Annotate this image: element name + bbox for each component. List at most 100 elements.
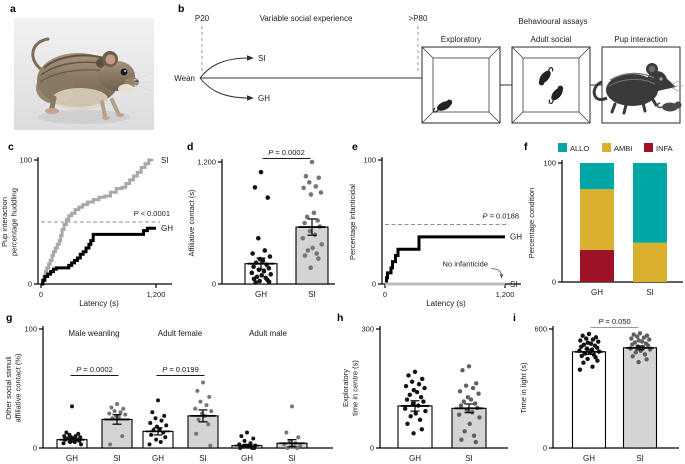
data-point: [413, 411, 418, 416]
data-point: [266, 265, 272, 271]
data-point: [641, 335, 647, 340]
data-point: [116, 415, 121, 420]
whisker: [133, 72, 154, 81]
pup-head: [674, 101, 682, 109]
adult-mouse-snout: [657, 76, 676, 91]
data-point: [239, 434, 244, 439]
data-point: [109, 405, 114, 410]
data-point: [642, 352, 648, 357]
data-point: [315, 218, 320, 223]
data-point: [198, 399, 203, 404]
data-point: [118, 410, 123, 415]
data-point: [410, 401, 416, 406]
data-point: [418, 395, 424, 400]
data-point: [308, 265, 313, 271]
legend-swatch-AMBI: [602, 143, 611, 152]
y-tick-label: 100: [24, 325, 37, 334]
y-axis-label: Pup interaction: [0, 197, 9, 247]
panel-letter-e: e: [352, 141, 358, 153]
x-axis-label: Latency (s): [426, 299, 466, 308]
mouse-tail: [31, 37, 50, 72]
data-point: [259, 273, 264, 278]
data-point: [193, 406, 198, 411]
adult-social-arena: [511, 46, 591, 124]
data-point: [580, 333, 585, 338]
data-point: [207, 394, 212, 399]
pup-interaction-box: [592, 46, 683, 124]
category-label: SI: [113, 454, 121, 463]
mouse-belly: [52, 88, 108, 110]
data-point: [242, 438, 247, 443]
y-tick-label: 0: [372, 280, 376, 289]
y-axis-label: Affiliative contact (s): [187, 189, 196, 256]
data-point: [267, 254, 273, 259]
data-point: [108, 442, 113, 447]
data-point: [308, 192, 314, 197]
data-point: [419, 427, 425, 432]
data-point: [298, 443, 303, 448]
x-tick-label: 1,200: [147, 290, 166, 299]
pup-tail: [656, 102, 663, 109]
data-point: [414, 389, 420, 395]
data-point: [154, 437, 159, 442]
adult-mouse-legs: [610, 96, 658, 115]
data-point: [194, 431, 199, 436]
category-label: SI: [646, 288, 654, 297]
data-point: [422, 385, 427, 391]
data-point: [159, 418, 164, 423]
series-label-GH: GH: [510, 233, 522, 242]
data-point: [456, 412, 462, 417]
chart-percentage-condition: ALLO AMBI INFA 0 100 Percentage condition GH SI: [527, 143, 683, 297]
data-point: [420, 376, 425, 382]
data-point: [209, 409, 214, 414]
category-label: GH: [591, 288, 603, 297]
data-point: [421, 399, 426, 404]
series-GH: [41, 226, 156, 286]
data-point: [417, 417, 423, 423]
data-point: [590, 364, 595, 369]
data-point: [595, 358, 600, 363]
y-tick-label: 0: [543, 444, 547, 453]
si-branch-label: SI: [258, 54, 266, 63]
data-point: [647, 337, 652, 342]
data-point: [406, 373, 411, 378]
data-point: [409, 379, 415, 384]
data-point: [305, 248, 311, 253]
data-point: [644, 357, 649, 362]
data-point: [163, 435, 168, 440]
data-point: [316, 175, 322, 181]
data-point: [70, 404, 74, 409]
data-point: [300, 235, 306, 241]
legend-label-INFA: INFA: [656, 144, 673, 153]
hind-foot: [45, 108, 59, 114]
adult-mouse-eye: [659, 77, 663, 81]
data-point: [412, 369, 418, 375]
data-point: [121, 406, 126, 411]
adult-mouse-tail: [592, 80, 608, 101]
y-tick-label: 100: [543, 159, 556, 168]
data-point: [476, 391, 481, 396]
data-point: [296, 435, 301, 440]
data-point: [594, 345, 600, 350]
data-point: [310, 245, 315, 251]
data-point: [423, 408, 428, 414]
group-label: Male weanling: [68, 329, 119, 338]
data-point: [639, 339, 645, 344]
data-point: [463, 383, 469, 388]
panel-letter-b: b: [178, 3, 185, 15]
data-point: [61, 441, 66, 446]
data-point: [402, 406, 408, 411]
y-axis-label: affiliative contact (%): [14, 353, 23, 423]
data-point: [311, 210, 317, 216]
si-arrowhead: [247, 55, 254, 61]
stack-segment-INFA: [580, 249, 614, 282]
x-axis-label: Latency (s): [79, 299, 119, 308]
p20-label: P20: [195, 14, 210, 23]
chart-pup-huddling-latency: 0 100 Pup interaction percentage huddling 0 1…: [0, 156, 173, 308]
data-point: [158, 440, 163, 445]
x-tick-label: 0: [39, 290, 43, 299]
mouse-eye: [120, 68, 128, 76]
data-point: [578, 338, 583, 343]
data-point: [249, 270, 255, 276]
data-point: [404, 397, 410, 402]
